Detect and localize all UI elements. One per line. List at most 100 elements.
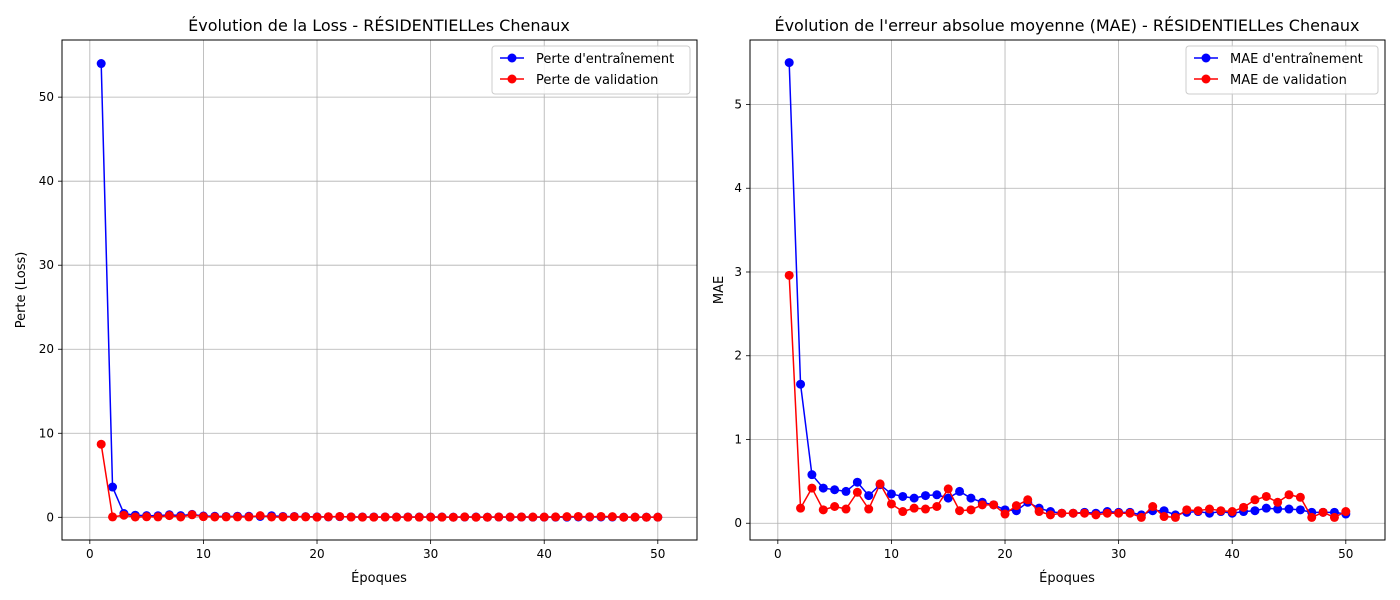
mae-x-tick-label: 50 xyxy=(1338,547,1353,561)
loss-point-val xyxy=(198,512,208,522)
mae-point-train xyxy=(1284,504,1294,514)
loss-point-val xyxy=(414,512,424,522)
loss-y-axis-label: Perte (Loss) xyxy=(14,252,29,329)
mae-point-val xyxy=(818,505,828,515)
mae-x-axis-label: Époques xyxy=(1039,570,1095,586)
loss-point-val xyxy=(437,512,447,522)
mae-point-val xyxy=(966,505,976,515)
mae-plot-border xyxy=(749,39,1386,541)
mae-point-val xyxy=(1057,508,1067,518)
mae-x-tick-label: 30 xyxy=(1111,547,1126,561)
loss-y-tick-label: 40 xyxy=(39,174,54,188)
mae-point-train xyxy=(807,470,817,480)
loss-point-val xyxy=(630,512,640,522)
mae-point-val xyxy=(1182,505,1192,515)
mae-legend-marker-val xyxy=(1201,74,1211,84)
loss-point-val xyxy=(255,511,265,521)
loss-point-val xyxy=(403,512,413,522)
loss-x-tick-label: 10 xyxy=(196,547,211,561)
mae-point-val xyxy=(921,504,931,514)
loss-point-val xyxy=(267,512,277,522)
mae-point-val xyxy=(1193,506,1203,516)
loss-legend-box xyxy=(491,45,691,95)
mae-point-val xyxy=(989,500,999,510)
mae-y-tick-label: 2 xyxy=(734,349,742,363)
mae-point-train xyxy=(966,493,976,503)
mae-chart-title: Évolution de l'erreur absolue moyenne (M… xyxy=(774,16,1359,35)
loss-y-tick-label: 0 xyxy=(46,510,54,524)
loss-legend: Perte d'entraînement Perte de validation xyxy=(491,45,691,95)
loss-legend-label-train: Perte d'entraînement xyxy=(536,52,674,67)
mae-point-val xyxy=(1034,507,1044,517)
mae-point-train xyxy=(1261,503,1271,513)
loss-point-val xyxy=(119,510,129,520)
loss-point-val xyxy=(335,511,345,521)
mae-point-train xyxy=(1273,504,1283,514)
mae-point-train xyxy=(909,493,919,503)
loss-chart: Évolution de la Loss - RÉSIDENTIELLes Ch… xyxy=(14,16,698,586)
loss-point-val xyxy=(153,512,163,522)
mae-point-val xyxy=(1216,506,1226,516)
loss-plot-border xyxy=(61,39,698,541)
loss-legend-marker-val xyxy=(507,74,517,84)
loss-point-val xyxy=(653,512,663,522)
loss-grid xyxy=(62,40,697,540)
mae-point-val xyxy=(1148,502,1158,511)
mae-y-tick-label: 0 xyxy=(734,516,742,530)
mae-x-tick-label: 0 xyxy=(774,547,782,561)
mae-series xyxy=(784,58,1351,522)
loss-x-tick-label: 30 xyxy=(423,547,438,561)
mae-point-val xyxy=(1080,508,1090,518)
mae-point-val xyxy=(1273,497,1283,507)
mae-point-val xyxy=(1318,507,1328,517)
loss-x-tick-label: 0 xyxy=(86,547,94,561)
loss-point-val xyxy=(244,512,254,522)
loss-point-val xyxy=(221,512,231,522)
mae-point-val xyxy=(841,504,851,514)
mae-point-train xyxy=(864,491,874,501)
loss-point-val xyxy=(573,511,583,521)
mae-point-val xyxy=(1159,512,1169,522)
loss-point-val xyxy=(210,512,220,522)
mae-point-val xyxy=(1239,502,1249,512)
loss-point-val xyxy=(426,512,436,522)
mae-point-val xyxy=(1068,508,1078,518)
mae-point-train xyxy=(921,491,931,501)
loss-point-train xyxy=(96,59,106,69)
mae-y-axis-label: MAE xyxy=(712,276,727,304)
loss-point-val xyxy=(505,512,515,522)
mae-point-val xyxy=(1000,509,1010,519)
loss-point-val xyxy=(301,512,311,522)
loss-point-train xyxy=(108,482,118,492)
mae-point-val xyxy=(1170,512,1180,522)
loss-point-val xyxy=(551,512,561,522)
loss-point-val xyxy=(233,512,243,522)
loss-point-val xyxy=(448,512,458,522)
mae-ticks: 0 10 20 30 40 50 0 1 2 3 4 5 xyxy=(734,97,1353,561)
loss-plot-frame xyxy=(62,40,697,540)
loss-point-val xyxy=(471,512,481,522)
mae-y-tick-label: 1 xyxy=(734,432,742,446)
mae-point-val xyxy=(1136,512,1146,522)
mae-point-train xyxy=(932,490,942,500)
mae-legend: MAE d'entraînement MAE de validation xyxy=(1185,45,1379,95)
loss-point-val xyxy=(346,512,356,522)
mae-point-val xyxy=(1045,510,1055,520)
mae-point-train xyxy=(796,379,806,389)
loss-point-val xyxy=(96,439,106,449)
loss-point-val xyxy=(176,512,186,522)
loss-point-val xyxy=(278,512,288,522)
loss-legend-label-val: Perte de validation xyxy=(536,73,658,88)
mae-point-val xyxy=(1250,495,1260,505)
mae-point-train xyxy=(784,58,794,68)
mae-point-val xyxy=(1261,491,1271,501)
loss-point-val xyxy=(596,511,606,521)
mae-point-val xyxy=(807,483,817,493)
mae-legend-box xyxy=(1185,45,1379,95)
loss-point-val xyxy=(562,512,572,522)
loss-point-val xyxy=(392,512,402,522)
mae-point-val xyxy=(830,502,840,511)
loss-point-val xyxy=(460,512,470,522)
loss-point-val xyxy=(516,512,526,522)
mae-point-val xyxy=(1011,501,1021,511)
